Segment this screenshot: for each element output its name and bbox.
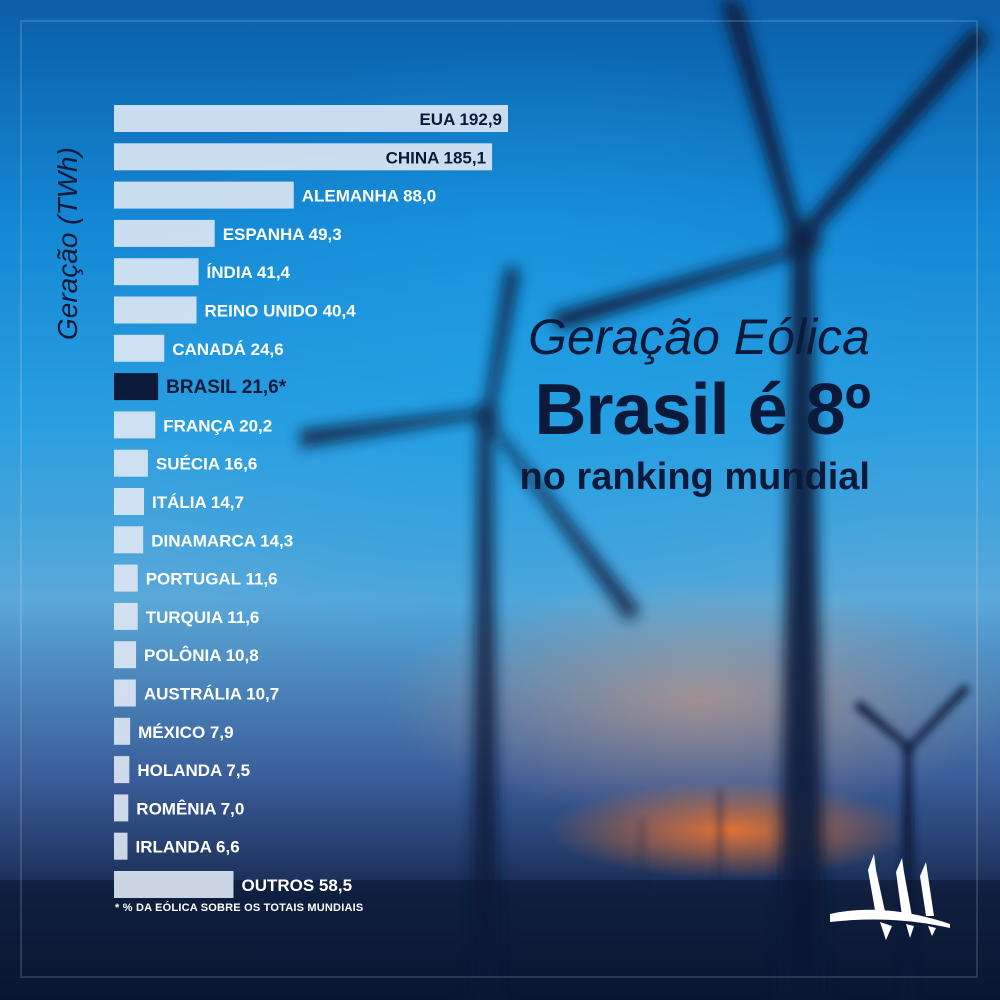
bar-label-mexico: MÉXICO 7,9	[138, 723, 233, 742]
bar-label-alemanha: ALEMANHA 88,0	[302, 187, 436, 206]
bar-brasil	[114, 373, 159, 401]
bar-label-franca: FRANÇA 20,2	[163, 416, 272, 435]
footnote: * % DA EÓLICA SOBRE OS TOTAIS MUNDIAIS	[115, 902, 364, 914]
bar-italia	[114, 488, 145, 515]
bar-label-portugal: PORTUGAL 11,6	[146, 570, 278, 589]
bar-romenia	[114, 794, 129, 822]
bar-portugal	[114, 564, 138, 592]
headline-line3: no ranking mundial	[519, 456, 870, 498]
bar-franca	[114, 411, 156, 439]
bar-outros	[114, 871, 234, 898]
bar-label-turquia: TURQUIA 11,6	[146, 608, 260, 627]
headline: Geração Eólica Brasil é 8º no ranking mu…	[430, 306, 872, 502]
bar-mexico	[114, 717, 131, 745]
bar-label-reino-unido: REINO UNIDO 40,4	[205, 302, 357, 321]
bar-label-canada: CANADÁ 24,6	[172, 340, 283, 359]
bar-label-romenia: ROMÊNIA 7,0	[136, 799, 244, 818]
wind-turbine-logo-icon	[830, 854, 950, 940]
bar-label-eua: EUA 192,9	[419, 110, 502, 129]
bar-label-espanha: ESPANHA 49,3	[223, 225, 342, 244]
bar-holanda	[114, 756, 130, 784]
bar-suecia	[114, 449, 148, 477]
headline-line2: Brasil é 8º	[534, 370, 872, 450]
bar-polonia	[114, 641, 137, 669]
bar-canada	[114, 334, 165, 362]
bar-alemanha	[114, 181, 294, 209]
bar-label-suecia: SUÉCIA 16,6	[156, 455, 257, 474]
bar-dinamarca	[114, 526, 144, 554]
bar-china	[114, 143, 493, 171]
bar-label-irlanda: IRLANDA 6,6	[135, 838, 239, 857]
bar-label-australia: AUSTRÁLIA 10,7	[144, 685, 279, 704]
bar-turquia	[114, 602, 138, 630]
bar-label-outros: OUTROS 58,5	[241, 876, 352, 895]
bar-espanha	[114, 219, 215, 247]
bar-label-italia: ITÁLIA 14,7	[152, 493, 244, 512]
bar-irlanda	[114, 832, 128, 860]
bar-eua	[114, 105, 508, 132]
headline-line1: Geração Eólica	[528, 309, 870, 365]
bar-label-brasil: BRASIL 21,6*	[166, 377, 287, 398]
bar-reino-unido	[114, 296, 197, 324]
bar-label-china: CHINA 185,1	[386, 148, 486, 167]
bar-australia	[114, 679, 136, 707]
bar-india	[114, 258, 199, 286]
bar-label-holanda: HOLANDA 7,5	[137, 761, 250, 780]
border-frame	[20, 20, 978, 978]
bar-label-polonia: POLÔNIA 10,8	[144, 646, 259, 665]
bar-label-dinamarca: DINAMARCA 14,3	[151, 531, 293, 550]
bar-label-india: ÍNDIA 41,4	[207, 263, 291, 282]
